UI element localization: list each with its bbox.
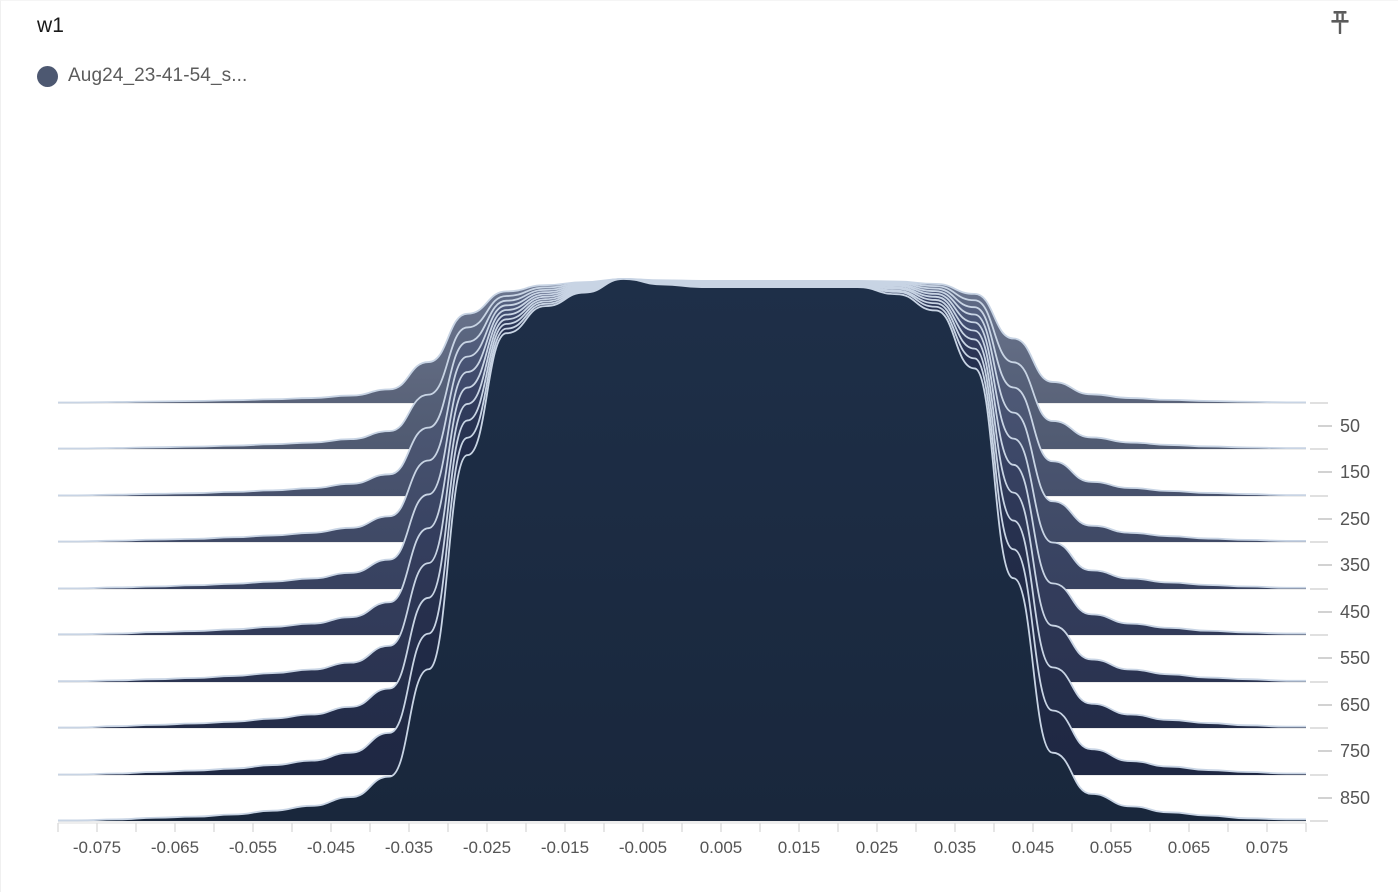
legend-color-swatch	[37, 65, 58, 87]
y-axis-tick-label: 550	[1340, 648, 1370, 668]
x-axis-tick-label: 0.015	[778, 838, 821, 857]
y-axis: 50 150 250 350 450 550 650 750 850	[1310, 402, 1370, 822]
x-axis-tick-label: -0.025	[463, 838, 511, 857]
ridge-series[interactable]	[58, 278, 1306, 822]
y-axis-tick-label: 750	[1340, 741, 1370, 761]
x-axis-tick-label: -0.055	[229, 838, 277, 857]
x-axis-tick-label: 0.065	[1168, 838, 1211, 857]
y-axis-tick-label: 450	[1340, 602, 1370, 622]
ridge-area	[58, 279, 1306, 821]
y-axis-tick-label: 650	[1340, 695, 1370, 715]
x-axis-tick-label: 0.005	[700, 838, 743, 857]
x-axis-tick-label: 0.055	[1090, 838, 1133, 857]
x-axis-tick-label: 0.025	[856, 838, 899, 857]
chart-legend[interactable]: Aug24_23-41-54_s...	[37, 65, 247, 87]
ridge-series-layer	[57, 278, 1306, 822]
x-axis-tick-label: -0.045	[307, 838, 355, 857]
x-axis-tick-label: -0.005	[619, 838, 667, 857]
y-axis-tick-label: 50	[1340, 416, 1360, 436]
x-axis-tick-label: -0.075	[73, 838, 121, 857]
legend-item-label: Aug24_23-41-54_s...	[68, 65, 248, 86]
x-axis-tick-label: 0.045	[1012, 838, 1055, 857]
ridge-outline	[58, 278, 1306, 822]
y-axis-tick-label: 350	[1340, 555, 1370, 575]
x-axis-tick-label: 0.075	[1246, 838, 1289, 857]
x-axis-tick-label: -0.015	[541, 838, 589, 857]
x-axis-tick-label: -0.035	[385, 838, 433, 857]
x-axis: -0.075 -0.065 -0.055 -0.045 -0.035 -0.025 -0.0…	[57, 822, 1307, 857]
y-axis-tick-label: 250	[1340, 509, 1370, 529]
x-axis-tick-label: -0.065	[151, 838, 199, 857]
page-title: w1	[37, 14, 65, 37]
pushpin-icon[interactable]	[1324, 7, 1356, 39]
y-axis-tick-label: 850	[1340, 788, 1370, 808]
x-axis-tick-label: 0.035	[934, 838, 977, 857]
y-axis-tick-label: 150	[1340, 462, 1370, 482]
